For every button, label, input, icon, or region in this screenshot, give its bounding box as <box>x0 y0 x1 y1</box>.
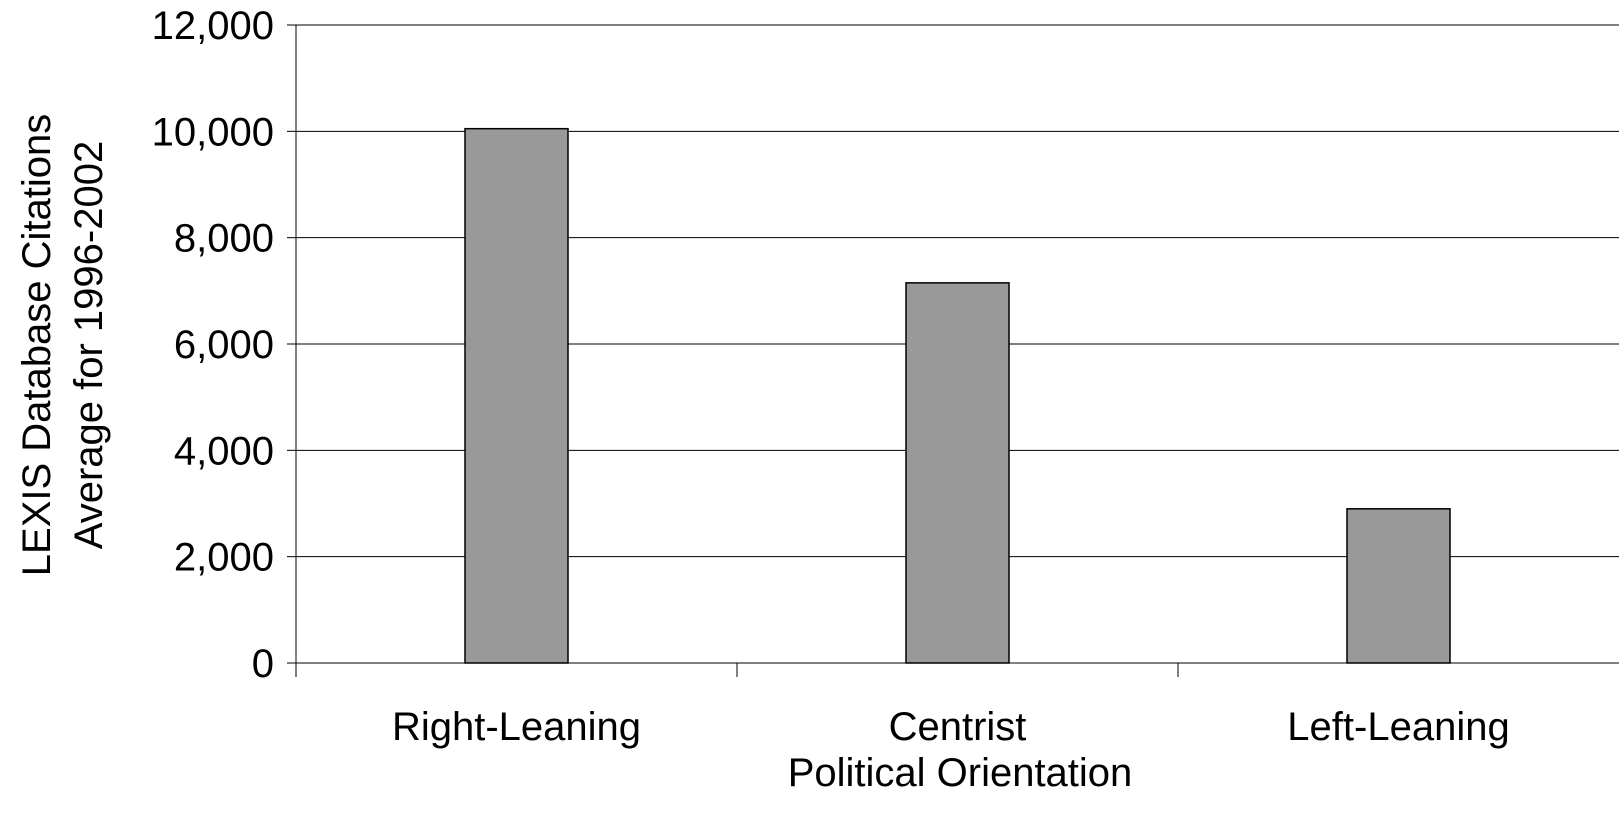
y-tick-label: 12,000 <box>152 4 274 48</box>
y-axis-title-line-1: LEXIS Database Citations <box>15 114 59 576</box>
x-axis-title: Political Orientation <box>788 751 1133 795</box>
bar <box>464 127 569 664</box>
x-tick-label: Centrist <box>889 705 1027 749</box>
y-tick-label: 10,000 <box>152 110 274 154</box>
y-tick-label: 4,000 <box>174 429 274 473</box>
y-axis-title: LEXIS Database Citations Average for 199… <box>15 114 111 576</box>
y-tick-label: 6,000 <box>174 323 274 367</box>
x-tick-label: Left-Leaning <box>1287 705 1509 749</box>
y-tick-labels: 0 2,000 4,000 6,000 8,000 10,000 12,000 <box>152 4 274 686</box>
y-axis-title-line-2: Average for 1996-2002 <box>67 141 111 549</box>
bars <box>464 127 1451 664</box>
axes <box>287 24 1619 677</box>
bar <box>1346 508 1451 664</box>
y-tick-label: 2,000 <box>174 536 274 580</box>
y-tick-label: 8,000 <box>174 217 274 261</box>
y-tick-label: 0 <box>252 642 274 686</box>
category-labels: Right-Leaning Centrist Left-Leaning <box>392 705 1510 749</box>
bar <box>905 282 1010 664</box>
x-tick-label: Right-Leaning <box>392 705 641 749</box>
